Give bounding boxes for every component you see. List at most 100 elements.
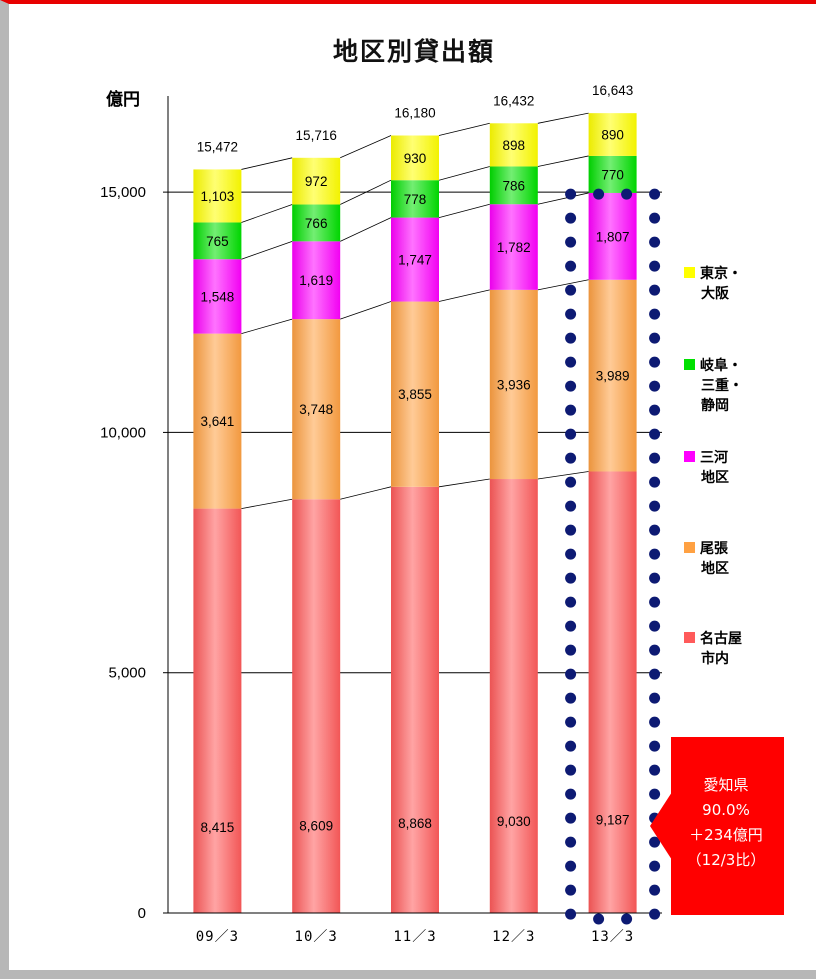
highlight-dot	[565, 645, 576, 656]
highlight-dot	[565, 837, 576, 848]
highlight-dot	[565, 405, 576, 416]
highlight-dot	[565, 429, 576, 440]
highlight-dot	[565, 477, 576, 488]
y-tick-label: 15,000	[100, 184, 146, 201]
legend-swatch	[684, 267, 695, 278]
y-tick-label: 5,000	[108, 665, 146, 682]
highlight-dot	[565, 813, 576, 824]
bar-segment	[589, 471, 637, 913]
highlight-dot	[565, 669, 576, 680]
y-axis-unit-label: 億円	[106, 89, 140, 110]
highlight-dot	[649, 261, 660, 272]
series-connector-line	[538, 113, 589, 123]
highlight-dot	[649, 645, 660, 656]
series-connector-line	[340, 136, 391, 158]
highlight-dot	[565, 381, 576, 392]
segment-value-label: 1,807	[596, 229, 630, 244]
legend-swatch	[684, 632, 695, 643]
highlight-dot	[565, 573, 576, 584]
segment-value-label: 786	[503, 178, 526, 193]
highlight-dot	[649, 669, 660, 680]
highlight-dot	[649, 357, 660, 368]
highlight-dot	[565, 285, 576, 296]
highlight-dot	[649, 381, 660, 392]
segment-value-label: 890	[601, 128, 624, 143]
bar-segment	[193, 509, 241, 913]
series-connector-line	[439, 123, 490, 135]
segment-value-label: 1,782	[497, 240, 531, 255]
legend-label: 東京・	[700, 265, 742, 282]
highlight-dot	[565, 717, 576, 728]
segment-value-label: 765	[206, 234, 229, 249]
legend-label: 尾張	[700, 541, 729, 557]
series-connector-line	[241, 319, 292, 333]
highlight-dot	[565, 621, 576, 632]
highlight-dot	[649, 213, 660, 224]
segment-value-label: 898	[503, 138, 526, 153]
total-value-label: 15,472	[197, 139, 238, 154]
segment-value-label: 1,103	[201, 189, 235, 204]
segment-value-label: 9,187	[596, 813, 630, 828]
highlight-dot	[621, 914, 632, 925]
segment-value-label: 3,641	[201, 414, 235, 429]
chart-title: 地区別貸出額	[333, 37, 495, 66]
highlight-dot	[649, 405, 660, 416]
highlight-dot	[565, 861, 576, 872]
highlight-dot	[649, 309, 660, 320]
highlight-dot	[649, 285, 660, 296]
highlight-dot	[649, 885, 660, 896]
highlight-dot	[649, 741, 660, 752]
legend-label: 市内	[701, 650, 729, 667]
highlight-dot	[565, 453, 576, 464]
legend-swatch	[684, 542, 695, 553]
segment-value-label: 930	[404, 151, 427, 166]
highlight-dot	[565, 741, 576, 752]
legend-label: 地区	[701, 469, 729, 486]
callout-text-line: （12/3比）	[687, 851, 766, 869]
legend-swatch	[684, 451, 695, 462]
series-connector-line	[241, 241, 292, 259]
highlight-dot	[649, 789, 660, 800]
series-connector-line	[241, 499, 292, 508]
legend-label: 大阪	[701, 285, 730, 302]
callout-text-line: ＋234億円	[689, 826, 763, 844]
highlight-dot	[565, 333, 576, 344]
callout-arrow	[650, 792, 672, 860]
legend-label: 地区	[701, 560, 729, 577]
highlight-dot	[565, 597, 576, 608]
segment-value-label: 766	[305, 216, 328, 231]
legend-label: 三重・	[701, 377, 743, 394]
x-category-label: 13／3	[591, 929, 634, 945]
bar-segment	[391, 487, 439, 913]
segment-value-label: 1,747	[398, 253, 432, 268]
highlight-dot	[565, 501, 576, 512]
highlight-dot	[565, 909, 576, 920]
highlight-dot	[649, 525, 660, 536]
bar-segment	[490, 479, 538, 913]
series-connector-line	[538, 471, 589, 479]
x-category-label: 09／3	[196, 929, 239, 945]
series-connector-line	[340, 302, 391, 320]
highlight-dot	[649, 477, 660, 488]
segment-value-label: 9,030	[497, 814, 531, 829]
segment-value-label: 3,748	[299, 402, 333, 417]
highlight-dot	[649, 861, 660, 872]
series-connector-line	[241, 158, 292, 170]
segment-value-label: 3,989	[596, 369, 630, 384]
legend-label: 岐阜・	[700, 357, 742, 374]
segment-value-label: 1,619	[299, 273, 333, 288]
highlight-dot	[565, 237, 576, 248]
series-connector-line	[439, 479, 490, 487]
segment-value-label: 778	[404, 192, 427, 207]
segment-value-label: 3,936	[497, 377, 531, 392]
highlight-dot	[649, 717, 660, 728]
highlight-dot	[565, 213, 576, 224]
highlight-dot	[649, 453, 660, 464]
series-connector-line	[439, 166, 490, 180]
highlight-dot	[565, 765, 576, 776]
axes: 05,00010,00015,00009／3 10／3 11／3 12／3 13／3	[100, 96, 662, 945]
segment-value-label: 770	[601, 167, 624, 182]
segment-value-label: 1,548	[201, 289, 235, 304]
callout-text-line: 愛知県	[703, 776, 748, 794]
